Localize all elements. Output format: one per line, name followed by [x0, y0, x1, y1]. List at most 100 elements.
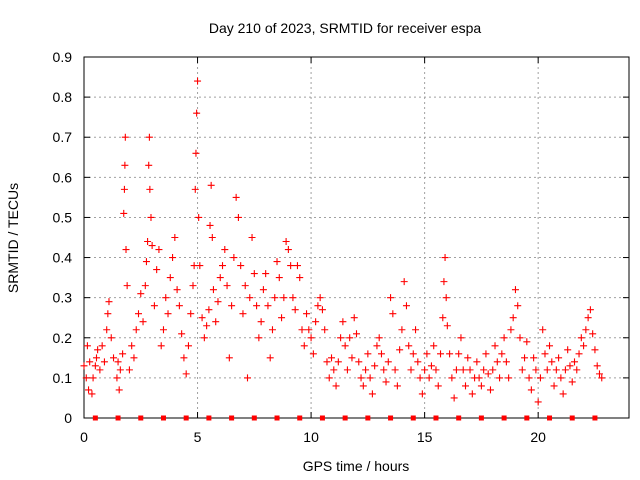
data-point: [116, 366, 124, 374]
data-point: [298, 326, 306, 334]
baseline-marker: [206, 415, 212, 421]
data-point: [119, 350, 127, 358]
data-point: [244, 374, 251, 382]
data-point: [120, 185, 128, 193]
data-point: [157, 342, 165, 350]
baseline-markers: [92, 415, 598, 421]
data-point: [123, 282, 131, 290]
data-point: [434, 382, 442, 390]
data-point: [362, 366, 370, 374]
data-point: [175, 302, 183, 310]
data-point: [441, 254, 449, 262]
data-point: [121, 161, 129, 169]
data-point: [195, 213, 203, 221]
data-point: [203, 322, 211, 330]
data-point: [103, 326, 111, 334]
baseline-marker: [138, 415, 144, 421]
data-point: [462, 382, 469, 390]
data-point: [350, 314, 358, 322]
data-point: [564, 346, 572, 354]
data-point: [307, 334, 315, 342]
data-point: [198, 314, 206, 322]
data-point: [208, 234, 216, 241]
y-axis-label: SRMTID / TECUs: [5, 183, 21, 293]
y-tick-label: 0.8: [53, 89, 73, 105]
data-point: [182, 370, 190, 378]
data-point: [100, 358, 108, 366]
data-point: [264, 302, 272, 310]
data-point: [341, 342, 349, 350]
y-tick-label: 0.3: [53, 290, 73, 306]
data-point: [568, 378, 576, 386]
data-point: [571, 358, 578, 366]
data-point: [402, 302, 410, 310]
data-point: [480, 366, 488, 374]
data-point: [135, 310, 142, 318]
data-point: [484, 370, 492, 378]
baseline-marker: [388, 415, 394, 421]
data-point: [122, 246, 130, 254]
data-point: [305, 326, 313, 334]
data-point: [407, 366, 415, 374]
y-tick-label: 0: [64, 410, 72, 426]
y-tick-label: 0.6: [53, 169, 73, 185]
data-point: [561, 366, 569, 374]
data-point: [318, 306, 326, 314]
data-point: [412, 326, 420, 334]
data-point: [187, 310, 195, 318]
data-point: [216, 274, 224, 282]
data-point: [496, 374, 504, 382]
data-point: [536, 374, 544, 382]
y-tick-label: 0.1: [53, 370, 73, 386]
data-point: [262, 270, 270, 278]
data-point: [446, 350, 454, 358]
data-point: [516, 334, 524, 342]
data-point: [548, 358, 556, 366]
data-point: [212, 318, 220, 326]
baseline-marker: [251, 415, 257, 421]
data-point: [425, 374, 433, 382]
data-point: [566, 362, 574, 370]
grid-lines: [84, 57, 629, 418]
data-point: [439, 314, 447, 322]
data-point: [409, 350, 417, 358]
data-point: [94, 346, 102, 354]
data-point: [271, 294, 279, 302]
data-point: [228, 302, 236, 310]
data-point: [162, 294, 170, 302]
baseline-marker: [115, 415, 121, 421]
data-point: [339, 318, 347, 326]
baseline-marker: [410, 415, 416, 421]
data-point: [507, 326, 515, 334]
data-point: [184, 342, 192, 350]
data-point: [366, 374, 374, 382]
baseline-marker: [433, 415, 439, 421]
data-point: [400, 278, 408, 286]
data-point: [248, 234, 256, 241]
data-point: [266, 354, 274, 362]
data-point: [521, 354, 529, 362]
data-point: [380, 366, 388, 374]
data-point: [593, 362, 601, 370]
data-point: [541, 350, 549, 358]
data-point: [273, 258, 281, 266]
data-point: [91, 362, 99, 370]
data-point: [491, 342, 499, 350]
data-point: [284, 246, 292, 254]
data-point: [580, 342, 588, 350]
data-point: [427, 362, 435, 370]
baseline-marker: [229, 415, 235, 421]
data-point: [475, 374, 483, 382]
data-point: [368, 390, 376, 398]
data-point: [384, 358, 392, 366]
data-point: [334, 358, 342, 366]
data-point: [234, 213, 242, 221]
data-point: [514, 302, 522, 310]
baseline-marker: [547, 415, 553, 421]
data-point: [178, 330, 186, 338]
data-point: [466, 366, 474, 374]
data-point: [550, 382, 558, 390]
data-point: [595, 370, 603, 378]
data-point: [128, 342, 136, 350]
